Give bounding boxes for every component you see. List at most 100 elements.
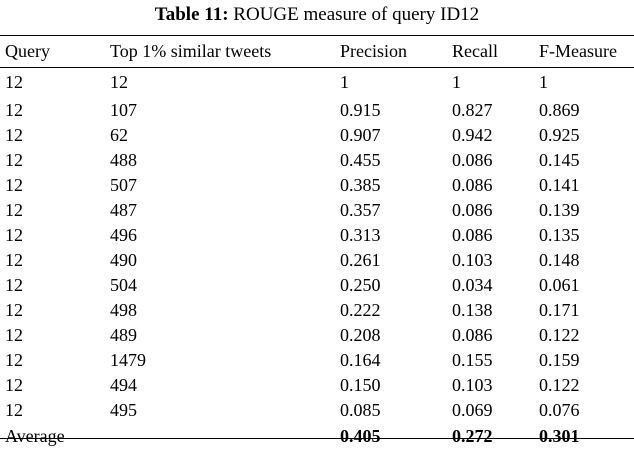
cell-tweet-id: 490: [110, 250, 137, 270]
table-title: ROUGE measure of query ID12: [233, 4, 480, 25]
cell-f-measure: 1: [539, 72, 548, 92]
cell-precision: 0.222: [340, 300, 381, 320]
table-row: 12 494 0.150 0.103 0.122: [0, 373, 634, 398]
cell-tweet-id: 62: [110, 125, 128, 145]
table-row: 12 490 0.261 0.103 0.148: [0, 248, 634, 273]
cell-f-measure: 0.141: [539, 175, 580, 195]
cell-precision: 1: [340, 72, 349, 92]
cell-precision: 0.907: [340, 125, 381, 145]
cell-precision: 0.915: [340, 100, 381, 120]
cell-recall: 1: [452, 72, 461, 92]
cell-tweet-id: 488: [110, 150, 137, 170]
cell-recall: 0.155: [452, 350, 493, 370]
cell-f-measure: 0.148: [539, 250, 580, 270]
cell-query: 12: [5, 250, 23, 270]
cell-tweet-id: 107: [110, 100, 137, 120]
cell-f-measure: 0.135: [539, 225, 580, 245]
table-row: 12 62 0.907 0.942 0.925: [0, 123, 634, 148]
cell-f-measure: 0.139: [539, 200, 580, 220]
cell-tweet-id: 494: [110, 375, 137, 395]
cell-recall: 0.086: [452, 225, 493, 245]
cell-f-measure: 0.122: [539, 375, 580, 395]
cell-f-measure: 0.925: [539, 125, 580, 145]
table-row: 12 489 0.208 0.086 0.122: [0, 323, 634, 348]
table-caption: Table 11: ROUGE measure of query ID12: [0, 3, 634, 27]
header-similar-tweets: Top 1% similar tweets: [110, 41, 272, 61]
cell-recall: 0.086: [452, 150, 493, 170]
cell-query: 12: [5, 400, 23, 420]
table-number: Table 11:: [154, 4, 229, 25]
table-row: 12 504 0.250 0.034 0.061: [0, 273, 634, 298]
cell-precision: 0.150: [340, 375, 381, 395]
cell-precision: 0.357: [340, 200, 381, 220]
table-row: 12 488 0.455 0.086 0.145: [0, 148, 634, 173]
bottom-rule: [0, 438, 634, 439]
cell-tweet-id: 1479: [110, 350, 146, 370]
average-label: Average: [5, 425, 65, 446]
cell-query: 12: [5, 150, 23, 170]
table-row: 12 107 0.915 0.827 0.869: [0, 98, 634, 123]
cell-f-measure: 0.061: [539, 275, 580, 295]
cell-recall: 0.069: [452, 400, 493, 420]
cell-recall: 0.086: [452, 200, 493, 220]
cell-query: 12: [5, 225, 23, 245]
header-rule: [0, 67, 634, 68]
cell-tweet-id: 489: [110, 325, 137, 345]
cell-recall: 0.942: [452, 125, 493, 145]
average-recall: 0.272: [452, 425, 493, 446]
cell-query: 12: [5, 175, 23, 195]
header-recall: Recall: [452, 41, 498, 61]
header-query: Query: [5, 41, 50, 61]
cell-query: 12: [5, 300, 23, 320]
cell-f-measure: 0.159: [539, 350, 580, 370]
average-row: Average 0.405 0.272 0.301: [0, 423, 634, 449]
header-row: Query Top 1% similar tweets Precision Re…: [0, 36, 634, 67]
cell-query: 12: [5, 125, 23, 145]
average-precision: 0.405: [340, 425, 381, 446]
cell-f-measure: 0.145: [539, 150, 580, 170]
cell-precision: 0.385: [340, 175, 381, 195]
table-row: 12 498 0.222 0.138 0.171: [0, 298, 634, 323]
cell-precision: 0.250: [340, 275, 381, 295]
cell-tweet-id: 504: [110, 275, 137, 295]
cell-recall: 0.034: [452, 275, 493, 295]
table-row: 12 507 0.385 0.086 0.141: [0, 173, 634, 198]
header-precision: Precision: [340, 41, 407, 61]
cell-query: 12: [5, 375, 23, 395]
cell-precision: 0.085: [340, 400, 381, 420]
table-row: 12 496 0.313 0.086 0.135: [0, 223, 634, 248]
cell-tweet-id: 495: [110, 400, 137, 420]
cell-recall: 0.103: [452, 375, 493, 395]
cell-tweet-id: 507: [110, 175, 137, 195]
top-rule: [0, 35, 634, 36]
cell-recall: 0.827: [452, 100, 493, 120]
cell-precision: 0.455: [340, 150, 381, 170]
average-empty-cell: [105, 423, 335, 449]
cell-precision: 0.208: [340, 325, 381, 345]
cell-tweet-id: 487: [110, 200, 137, 220]
cell-f-measure: 0.122: [539, 325, 580, 345]
cell-f-measure: 0.171: [539, 300, 580, 320]
rouge-table: Query Top 1% similar tweets Precision Re…: [0, 36, 634, 449]
cell-query: 12: [5, 200, 23, 220]
cell-f-measure: 0.076: [539, 400, 580, 420]
table-row: 12 12 1 1 1: [0, 67, 634, 98]
cell-tweet-id: 498: [110, 300, 137, 320]
cell-query: 12: [5, 100, 23, 120]
header-f-measure: F-Measure: [539, 41, 617, 61]
cell-recall: 0.138: [452, 300, 493, 320]
cell-recall: 0.086: [452, 325, 493, 345]
table-row: 12 495 0.085 0.069 0.076: [0, 398, 634, 423]
cell-query: 12: [5, 275, 23, 295]
table-row: 12 1479 0.164 0.155 0.159: [0, 348, 634, 373]
cell-precision: 0.261: [340, 250, 381, 270]
cell-query: 12: [5, 72, 23, 92]
average-f-measure: 0.301: [539, 425, 580, 446]
cell-recall: 0.103: [452, 250, 493, 270]
cell-precision: 0.164: [340, 350, 381, 370]
cell-recall: 0.086: [452, 175, 493, 195]
table-row: 12 487 0.357 0.086 0.139: [0, 198, 634, 223]
cell-precision: 0.313: [340, 225, 381, 245]
cell-tweet-id: 496: [110, 225, 137, 245]
cell-query: 12: [5, 350, 23, 370]
